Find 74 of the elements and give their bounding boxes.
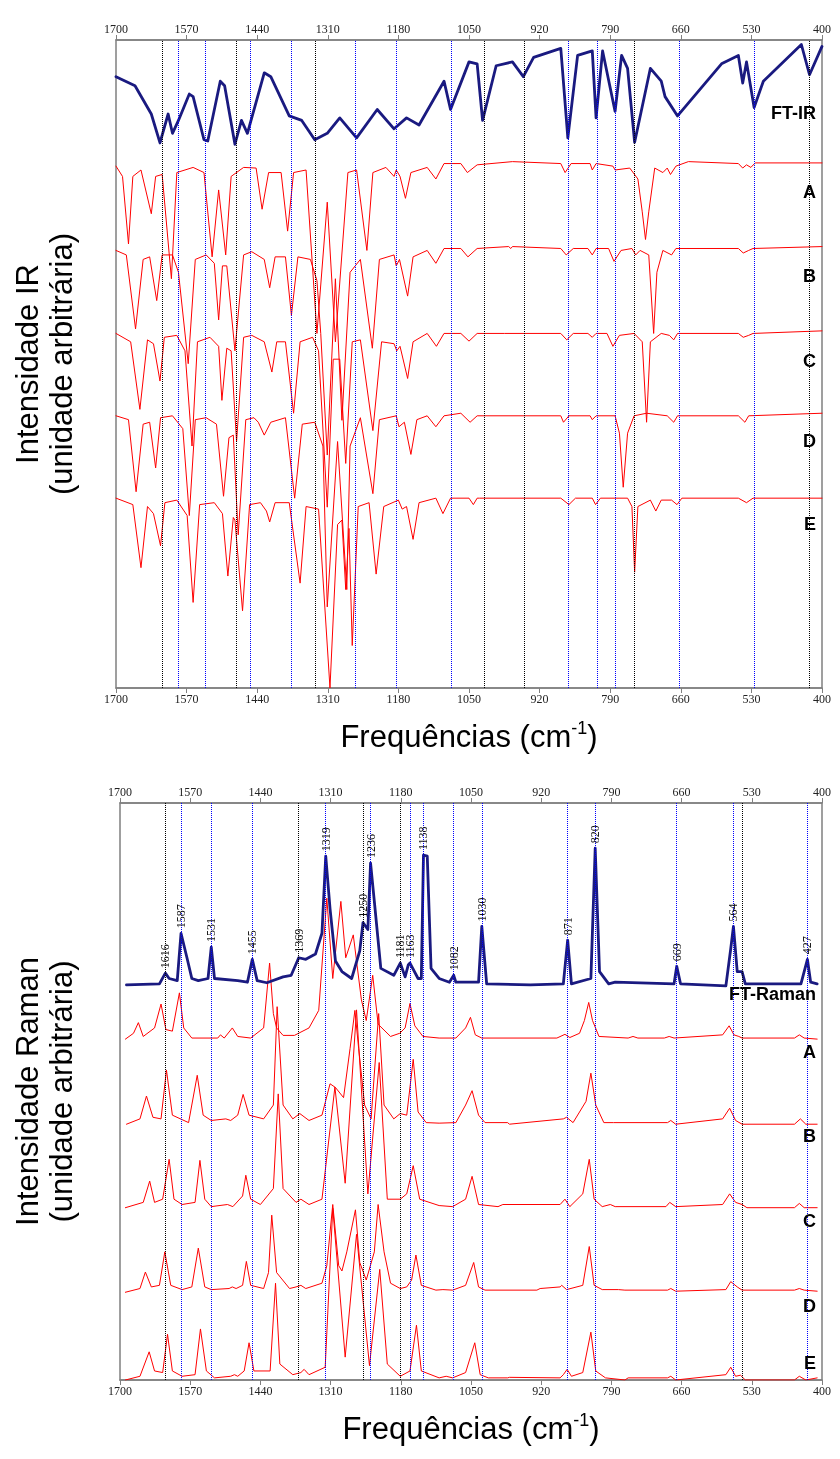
x-tick-label: 530: [742, 692, 761, 706]
annotation: 427: [800, 936, 815, 955]
annotation: 1319: [318, 827, 333, 852]
x2-tick-label: 1050: [457, 22, 481, 36]
x-tick-label: 660: [672, 1384, 691, 1398]
series-label: FT-IR: [771, 103, 816, 124]
series-label: E: [803, 1353, 816, 1373]
annotation: 1587: [174, 904, 189, 929]
x-tick-label: 1310: [318, 1384, 343, 1398]
x2-tick-label: 1440: [248, 785, 273, 799]
annotation: 871: [560, 917, 575, 936]
x-tick-label: 1570: [178, 1384, 203, 1398]
series-label: E: [803, 513, 816, 534]
x2-tick-label: 1180: [386, 22, 411, 36]
x2-tick-label: 1050: [459, 785, 483, 799]
annotation: 564: [726, 903, 741, 922]
x-tick-label: 530: [742, 1384, 761, 1398]
annotation: 1369: [291, 928, 306, 953]
annotation: 1236: [363, 834, 378, 859]
x-tick-label: 790: [602, 1384, 621, 1398]
x2-tick-label: 530: [742, 22, 761, 36]
series-label: B: [803, 1126, 816, 1147]
x-tick-label: 1180: [386, 692, 411, 706]
x-tick-label: 920: [530, 692, 549, 706]
annotation: 1138: [416, 826, 431, 851]
series-label: A: [803, 181, 816, 202]
x2-tick-label: 1180: [389, 785, 413, 799]
x2-tick-label: 660: [672, 785, 691, 799]
y-axis-title: Intensidade IR (unidade arbitrária): [9, 233, 79, 495]
series-label: C: [803, 1211, 816, 1232]
x-tick-label: 790: [601, 692, 620, 706]
annotation: 669: [669, 943, 684, 962]
x2-tick-label: 790: [601, 22, 620, 36]
x-tick-label: 1700: [108, 1384, 132, 1398]
series-label: A: [803, 1042, 816, 1063]
x-tick-label: 400: [813, 692, 831, 706]
x2-tick-label: 660: [671, 22, 690, 36]
x-tick-label: 920: [532, 1384, 551, 1398]
x2-tick-label: 1440: [245, 22, 270, 36]
x2-tick-label: 920: [532, 785, 551, 799]
x-tick-label: 660: [671, 692, 690, 706]
x2-tick-label: 400: [813, 785, 831, 799]
x2-tick-label: 1310: [318, 785, 343, 799]
x-tick-label: 1570: [174, 692, 199, 706]
series-label: FT-Raman: [728, 984, 816, 1005]
series-label: D: [803, 431, 816, 452]
annotation: 1616: [158, 944, 173, 969]
series-label: D: [803, 1295, 816, 1316]
annotation: 1531: [204, 918, 219, 943]
x2-tick-label: 1700: [108, 785, 132, 799]
x-tick-label: 1310: [315, 692, 340, 706]
y-axis-title: Intensidade Raman (unidade arbitrária): [9, 957, 79, 1226]
annotation: 1455: [245, 930, 260, 955]
x-tick-label: 1050: [457, 692, 481, 706]
x2-tick-label: 1570: [174, 22, 199, 36]
x2-tick-label: 1700: [104, 22, 128, 36]
series-label: C: [803, 350, 816, 371]
annotation: 1030: [474, 897, 489, 922]
x2-tick-label: 1570: [178, 785, 203, 799]
x-tick-label: 1180: [389, 1384, 413, 1398]
annotation: 1082: [446, 946, 461, 971]
x2-tick-label: 400: [813, 22, 831, 36]
x2-tick-label: 790: [602, 785, 621, 799]
x-tick-label: 1440: [245, 692, 270, 706]
x-tick-label: 1700: [104, 692, 128, 706]
x-tick-label: 400: [813, 1384, 831, 1398]
x-tick-label: 1050: [459, 1384, 483, 1398]
annotation: 820: [588, 825, 603, 844]
x2-tick-label: 530: [742, 785, 761, 799]
x2-tick-label: 920: [530, 22, 549, 36]
annotation: 1250: [356, 893, 370, 918]
x-tick-label: 1440: [248, 1384, 273, 1398]
x2-tick-label: 1310: [315, 22, 340, 36]
series-label: B: [803, 265, 816, 286]
